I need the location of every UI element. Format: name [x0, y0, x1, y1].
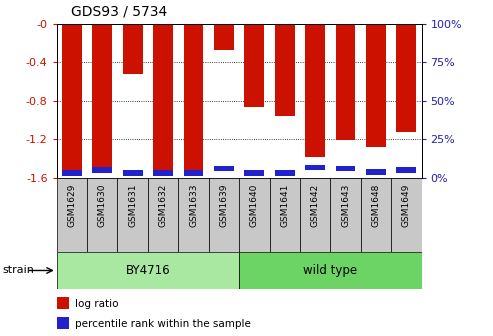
Bar: [183, 170, 204, 176]
Text: BY4716: BY4716: [126, 264, 170, 277]
Bar: [57, 178, 87, 252]
Text: GSM1631: GSM1631: [128, 184, 137, 227]
Bar: [87, 178, 117, 252]
Text: GDS93 / 5734: GDS93 / 5734: [71, 4, 168, 18]
Bar: [305, 165, 325, 170]
Bar: [305, 24, 325, 157]
Bar: [62, 170, 82, 176]
Text: GSM1648: GSM1648: [371, 184, 381, 227]
Text: wild type: wild type: [303, 264, 357, 277]
Bar: [214, 24, 234, 50]
Bar: [366, 24, 386, 147]
Bar: [178, 178, 209, 252]
Text: GSM1649: GSM1649: [402, 184, 411, 227]
Text: GSM1640: GSM1640: [250, 184, 259, 227]
Bar: [245, 24, 264, 107]
Text: GSM1641: GSM1641: [280, 184, 289, 227]
Bar: [209, 178, 239, 252]
Bar: [183, 24, 204, 176]
Bar: [361, 178, 391, 252]
Bar: [366, 169, 386, 175]
Text: GSM1632: GSM1632: [159, 184, 168, 227]
Bar: [92, 24, 112, 173]
Bar: [275, 24, 295, 116]
Bar: [330, 178, 361, 252]
Text: GSM1630: GSM1630: [98, 184, 107, 227]
Bar: [62, 24, 82, 176]
Bar: [57, 297, 70, 309]
Bar: [270, 178, 300, 252]
Bar: [148, 178, 178, 252]
Bar: [153, 170, 173, 176]
Bar: [336, 24, 355, 140]
Bar: [300, 178, 330, 252]
Bar: [57, 317, 70, 329]
Bar: [275, 170, 295, 176]
Bar: [391, 178, 422, 252]
Bar: [153, 24, 173, 174]
Bar: [239, 178, 270, 252]
Bar: [245, 170, 264, 176]
Bar: [123, 170, 142, 176]
Bar: [123, 24, 142, 74]
Text: strain: strain: [2, 265, 35, 276]
Text: GSM1629: GSM1629: [68, 184, 76, 227]
Bar: [336, 166, 355, 171]
Text: GSM1642: GSM1642: [311, 184, 319, 227]
Text: log ratio: log ratio: [75, 299, 118, 308]
Text: GSM1633: GSM1633: [189, 184, 198, 227]
Bar: [117, 178, 148, 252]
Bar: [214, 166, 234, 171]
Text: percentile rank within the sample: percentile rank within the sample: [75, 319, 251, 329]
Bar: [239, 252, 422, 289]
Bar: [396, 24, 416, 132]
Bar: [396, 167, 416, 173]
Bar: [92, 167, 112, 173]
Text: GSM1643: GSM1643: [341, 184, 350, 227]
Bar: [57, 252, 239, 289]
Text: GSM1639: GSM1639: [219, 184, 228, 227]
